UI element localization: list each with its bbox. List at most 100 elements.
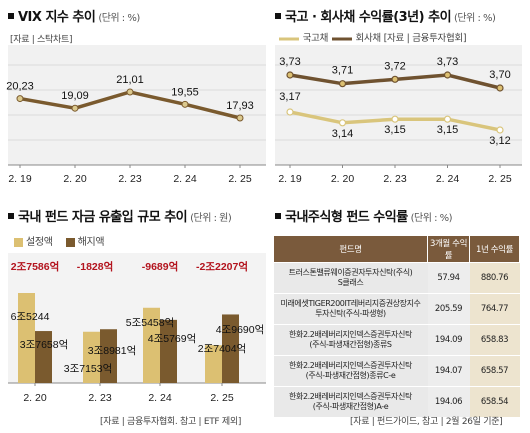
inflow-bar <box>83 331 100 383</box>
bond-chart-source: [자료 | 금융투자협회] <box>383 33 467 44</box>
bar-value-label: 4조5769억 <box>148 333 197 345</box>
table-row: 한화2.2배레버리지인덱스증권투자신탁 (주식-파생재간접형)A-e 194.06… <box>273 386 520 418</box>
x-tick-label: 2. 20 <box>63 173 87 185</box>
legend-label-outflow: 해지액 <box>77 237 105 248</box>
bond-chart-title: 국고 · 회사채 수익률(3년) 추이 (단위 : %) <box>275 6 496 25</box>
data-label: 3,12 <box>489 135 510 147</box>
table-row: 트러스톤밸류웨이증권자투자신탁(주식) S클래스 57.94 880.76 <box>273 262 520 294</box>
bullet-square-icon <box>275 212 281 219</box>
bullet-square-icon <box>8 212 14 219</box>
inflow-bar <box>143 307 160 383</box>
legend-swatch-outflow <box>65 237 75 247</box>
data-point <box>496 126 504 134</box>
net-flow-label: -2조2207억 <box>196 261 248 273</box>
inflow-bar <box>18 293 35 383</box>
x-tick-label: 2. 19 <box>8 173 32 185</box>
data-label: 3,70 <box>489 69 510 81</box>
return-3m-cell: 194.07 <box>427 355 470 387</box>
data-point <box>181 100 189 108</box>
x-tick-label: 2. 25 <box>228 173 252 185</box>
data-point <box>236 114 244 122</box>
vix-chart-title: VIX 지수 추이 (단위 : %) <box>8 6 140 25</box>
data-label: 17,93 <box>226 100 254 112</box>
bar-value-label: 5조5458억 <box>126 317 175 329</box>
data-label: 3,72 <box>384 60 405 72</box>
data-label: 3,15 <box>437 124 458 136</box>
legend-label-gov: 국고채 <box>302 33 329 44</box>
flow-chart-legend: 설정액 해지액 <box>14 233 105 248</box>
header-3m-return: 3개월 수익률 <box>427 235 470 263</box>
net-flow-label: -9689억 <box>142 261 179 273</box>
data-point <box>443 71 452 79</box>
return-1y-cell: 658.54 <box>469 386 520 418</box>
bar-value-label: 4조9690억 <box>216 324 265 336</box>
fund-table-source: [자료 | 펀드가이드, 참고 | 2월 26일 기준] <box>350 417 503 427</box>
vix-chart-source: [자료 | 스탁차트] <box>10 35 73 45</box>
x-tick-label: 2. 25 <box>210 392 234 404</box>
fund-name-cell: 한화2.2배레버리지인덱스증권투자신탁 (주식-파생재간접형)종류S <box>273 324 428 356</box>
data-point <box>443 115 452 123</box>
table-row: 한화2.2배레버리지인덱스증권투자신탁 (주식-파생재간접형)종류C-e 194.… <box>273 355 520 387</box>
fund-name-cell: 트러스톤밸류웨이증권자투자신탁(주식) S클래스 <box>273 262 428 294</box>
flow-chart-title: 국내 펀드 자금 유출입 규모 추이 (단위 : 원) <box>8 206 232 225</box>
outflow-bar <box>35 331 52 383</box>
data-point <box>286 71 294 79</box>
outflow-bar <box>100 329 117 383</box>
net-flow-label: 2조7586억 <box>11 261 60 273</box>
data-point <box>338 80 347 88</box>
data-point <box>126 88 134 96</box>
data-label: 3,73 <box>279 56 300 68</box>
x-tick-label: 2. 20 <box>331 173 355 185</box>
data-point <box>391 115 399 123</box>
x-tick-label: 2. 25 <box>488 173 512 185</box>
data-label: 3,71 <box>332 65 353 77</box>
fund-name-cell: 미래에셋TIGER200IT레버리지증권상장지수 투자신탁(주식-파생형) <box>273 293 428 325</box>
return-3m-cell: 194.09 <box>427 324 470 356</box>
flow-chart-source: [자료 | 금융투자협회. 참고 | ETF 제외] <box>100 417 242 427</box>
fund-name-cell: 한화2.2배레버리지인덱스증권투자신탁 (주식-파생재간접형)종류C-e <box>273 355 428 387</box>
net-flow-label: -1828억 <box>77 261 114 273</box>
data-point <box>496 84 504 92</box>
return-3m-cell: 57.94 <box>427 262 470 294</box>
outflow-bar <box>160 319 177 383</box>
inflow-bar <box>205 345 222 383</box>
return-3m-cell: 194.06 <box>427 386 470 418</box>
bar-value-label: 2조7404억 <box>198 343 247 355</box>
bar-value-label: 6조5244 <box>11 311 50 323</box>
bond-chart-legend: 국고채 회사채 [자료 | 금융투자협회] <box>278 30 467 44</box>
x-tick-label: 2. 23 <box>88 392 112 404</box>
x-tick-label: 2. 24 <box>436 173 460 185</box>
data-point <box>16 95 24 103</box>
bar-value-label: 3조7658억 <box>20 339 69 351</box>
data-label: 20,23 <box>6 81 34 93</box>
return-1y-cell: 658.57 <box>469 355 520 387</box>
x-tick-label: 2. 23 <box>118 173 142 185</box>
data-label: 3,15 <box>384 124 405 136</box>
fund-returns-table: 펀드명 3개월 수익률 1년 수익률 트러스톤밸류웨이증권자투자신탁(주식) S클… <box>273 235 520 418</box>
x-tick-label: 2. 23 <box>383 173 407 185</box>
fund-name-cell: 한화2.2배레버리지인덱스증권투자신탁 (주식-파생재간접형)A-e <box>273 386 428 418</box>
data-label: 3,17 <box>279 91 300 103</box>
table-row: 한화2.2배레버리지인덱스증권투자신탁 (주식-파생재간접형)종류S 194.09… <box>273 324 520 356</box>
return-3m-cell: 205.59 <box>427 293 470 325</box>
return-1y-cell: 764.77 <box>469 293 520 325</box>
bar-value-label: 3조8981억 <box>88 345 137 357</box>
x-tick-label: 2. 20 <box>23 392 47 404</box>
data-point <box>286 108 294 116</box>
table-header-row: 펀드명 3개월 수익률 1년 수익률 <box>273 235 520 263</box>
x-tick-label: 2. 24 <box>148 392 172 404</box>
bar-value-label: 3조7153억 <box>64 363 113 375</box>
bullet-square-icon <box>275 12 281 19</box>
data-point <box>338 119 347 127</box>
data-label: 19,55 <box>171 86 199 98</box>
return-1y-cell: 658.83 <box>469 324 520 356</box>
data-label: 3,73 <box>437 56 458 68</box>
table-row: 미래에셋TIGER200IT레버리지증권상장지수 투자신탁(주식-파생형) 205… <box>273 293 520 325</box>
x-tick-label: 2. 24 <box>173 173 197 185</box>
data-label: 3,14 <box>332 128 353 140</box>
header-1y-return: 1년 수익률 <box>469 235 520 263</box>
data-point <box>71 104 79 112</box>
